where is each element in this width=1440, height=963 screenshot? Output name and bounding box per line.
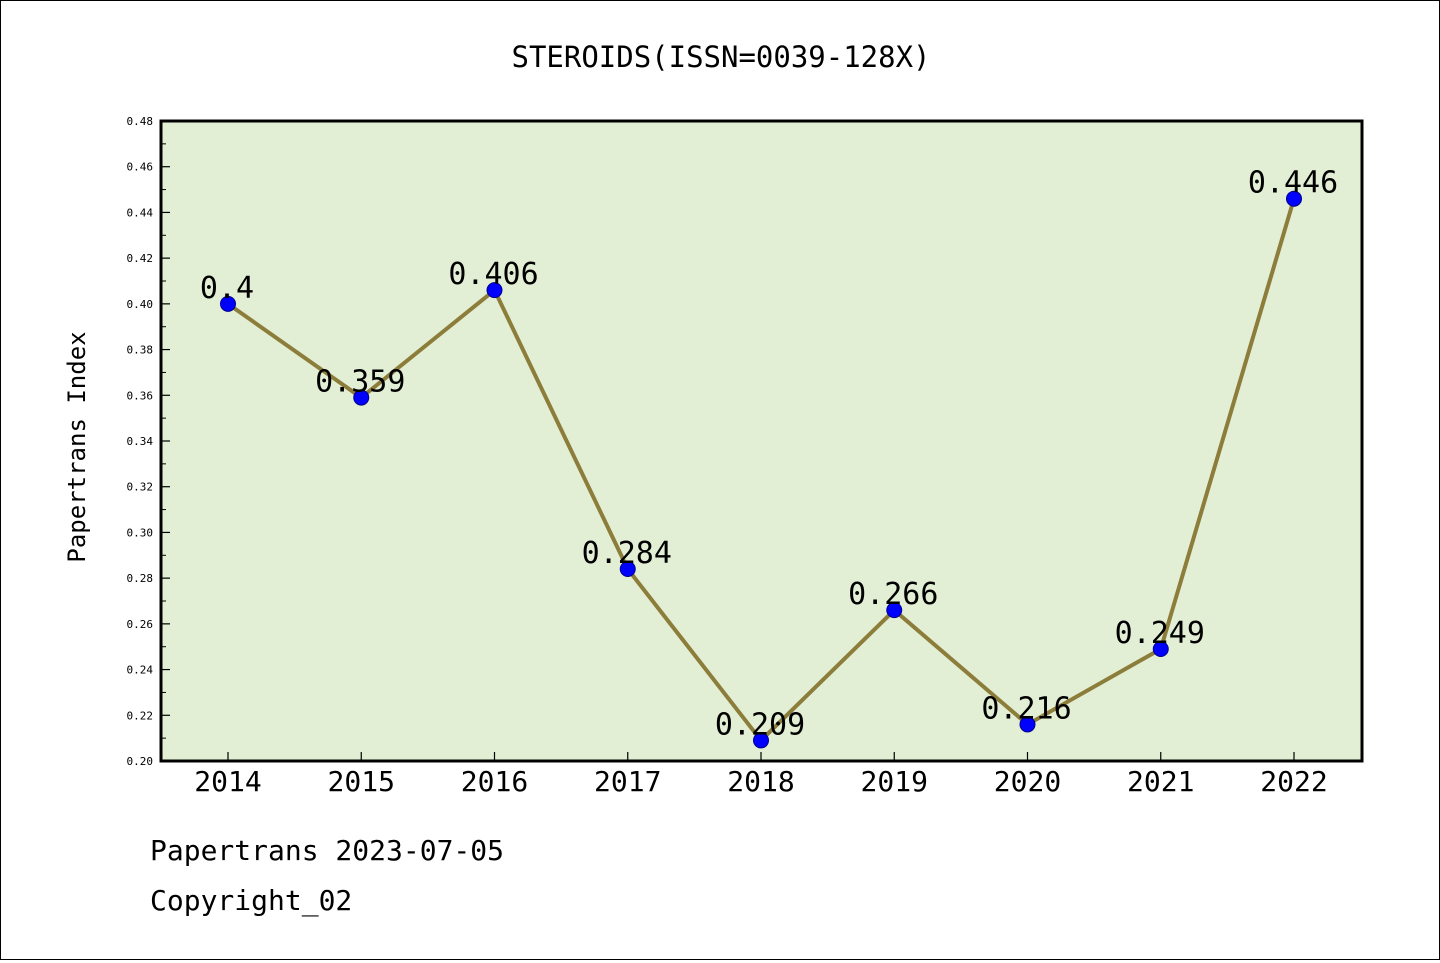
footer-copyright: Copyright_02 [150,884,353,917]
data-label: 0.406 [448,257,538,292]
x-tick-label: 2022 [1260,765,1327,798]
data-label: 0.266 [848,577,938,612]
y-tick-label: 0.28 [127,572,154,585]
y-tick-label: 0.32 [127,481,154,494]
data-point [486,282,503,299]
data-labels: 0.4 0.359 0.406 0.284 0.209 0.266 0.216 0.249 0.… [200,166,1338,743]
y-tick-label: 0.26 [127,618,154,631]
data-point [220,295,236,312]
data-point [1152,641,1169,657]
x-tick-label: 2016 [461,765,528,798]
footer-date: Papertrans 2023-07-05 [150,834,505,867]
data-points [220,190,1302,749]
y-tick-label: 0.46 [127,161,154,174]
y-tick-label: 0.34 [127,435,154,448]
plot-area [159,119,1364,763]
data-label: 0.284 [582,536,672,571]
y-tick-label: 0.36 [127,389,154,402]
data-label: 0.4 [200,271,254,306]
x-tick-label: 2014 [194,765,261,798]
y-tick-label: 0.30 [127,526,154,539]
x-tick-label: 2015 [328,765,395,798]
y-tick-label: 0.20 [127,755,154,768]
y-axis-label: Papertrans Index [63,331,91,562]
data-label: 0.446 [1248,166,1338,201]
x-tick-label: 2021 [1127,765,1194,798]
data-point [619,561,636,577]
data-label: 0.209 [715,707,805,742]
data-point [886,602,903,619]
y-axis-ticks: 0.20 0.22 0.24 0.26 0.28 0.30 0.32 0.34 0.36 0.38… [127,115,170,768]
data-label: 0.216 [981,691,1071,726]
data-label: 0.249 [1115,616,1205,651]
x-tick-label: 2018 [727,765,794,798]
x-tick-label: 2017 [594,765,661,798]
data-point [753,732,769,749]
data-point [353,389,370,406]
y-tick-label: 0.38 [127,344,154,357]
x-tick-label: 2020 [994,765,1061,798]
y-tick-label: 0.44 [127,206,154,219]
data-point [1286,190,1302,207]
data-label: 0.359 [315,365,405,400]
y-tick-label: 0.22 [127,709,154,722]
y-tick-label: 0.40 [127,298,154,311]
y-tick-label: 0.24 [127,664,154,677]
y-tick-label: 0.48 [127,115,154,128]
y-tick-label: 0.42 [127,252,154,265]
chart-title: STEROIDS(ISSN=0039-128X) [511,40,930,74]
x-axis-ticks: 2014 2015 2016 2017 2018 2019 2020 2021 2022 [194,752,1328,798]
data-point [1019,716,1036,733]
x-tick-label: 2019 [861,765,928,798]
